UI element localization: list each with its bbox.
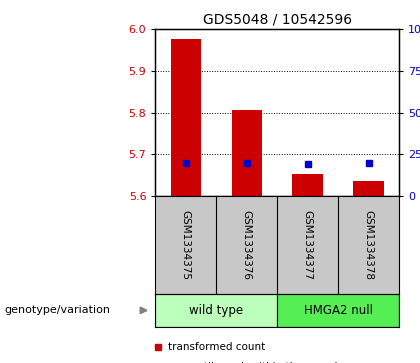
Title: GDS5048 / 10542596: GDS5048 / 10542596	[202, 12, 352, 26]
Text: wild type: wild type	[189, 304, 243, 317]
Text: transformed count: transformed count	[168, 342, 265, 352]
Bar	[292, 174, 323, 196]
Text: genotype/variation: genotype/variation	[4, 305, 110, 315]
Text: HMGA2 null: HMGA2 null	[304, 304, 373, 317]
Bar	[171, 40, 201, 196]
Bar	[353, 182, 384, 196]
Bar	[155, 294, 277, 327]
Bar	[277, 294, 399, 327]
Text: percentile rank within the sample: percentile rank within the sample	[168, 362, 344, 363]
Text: GSM1334375: GSM1334375	[181, 210, 191, 280]
Text: GSM1334377: GSM1334377	[303, 210, 312, 280]
Text: GSM1334378: GSM1334378	[364, 210, 373, 280]
Text: GSM1334376: GSM1334376	[242, 210, 252, 280]
Bar	[231, 110, 262, 196]
